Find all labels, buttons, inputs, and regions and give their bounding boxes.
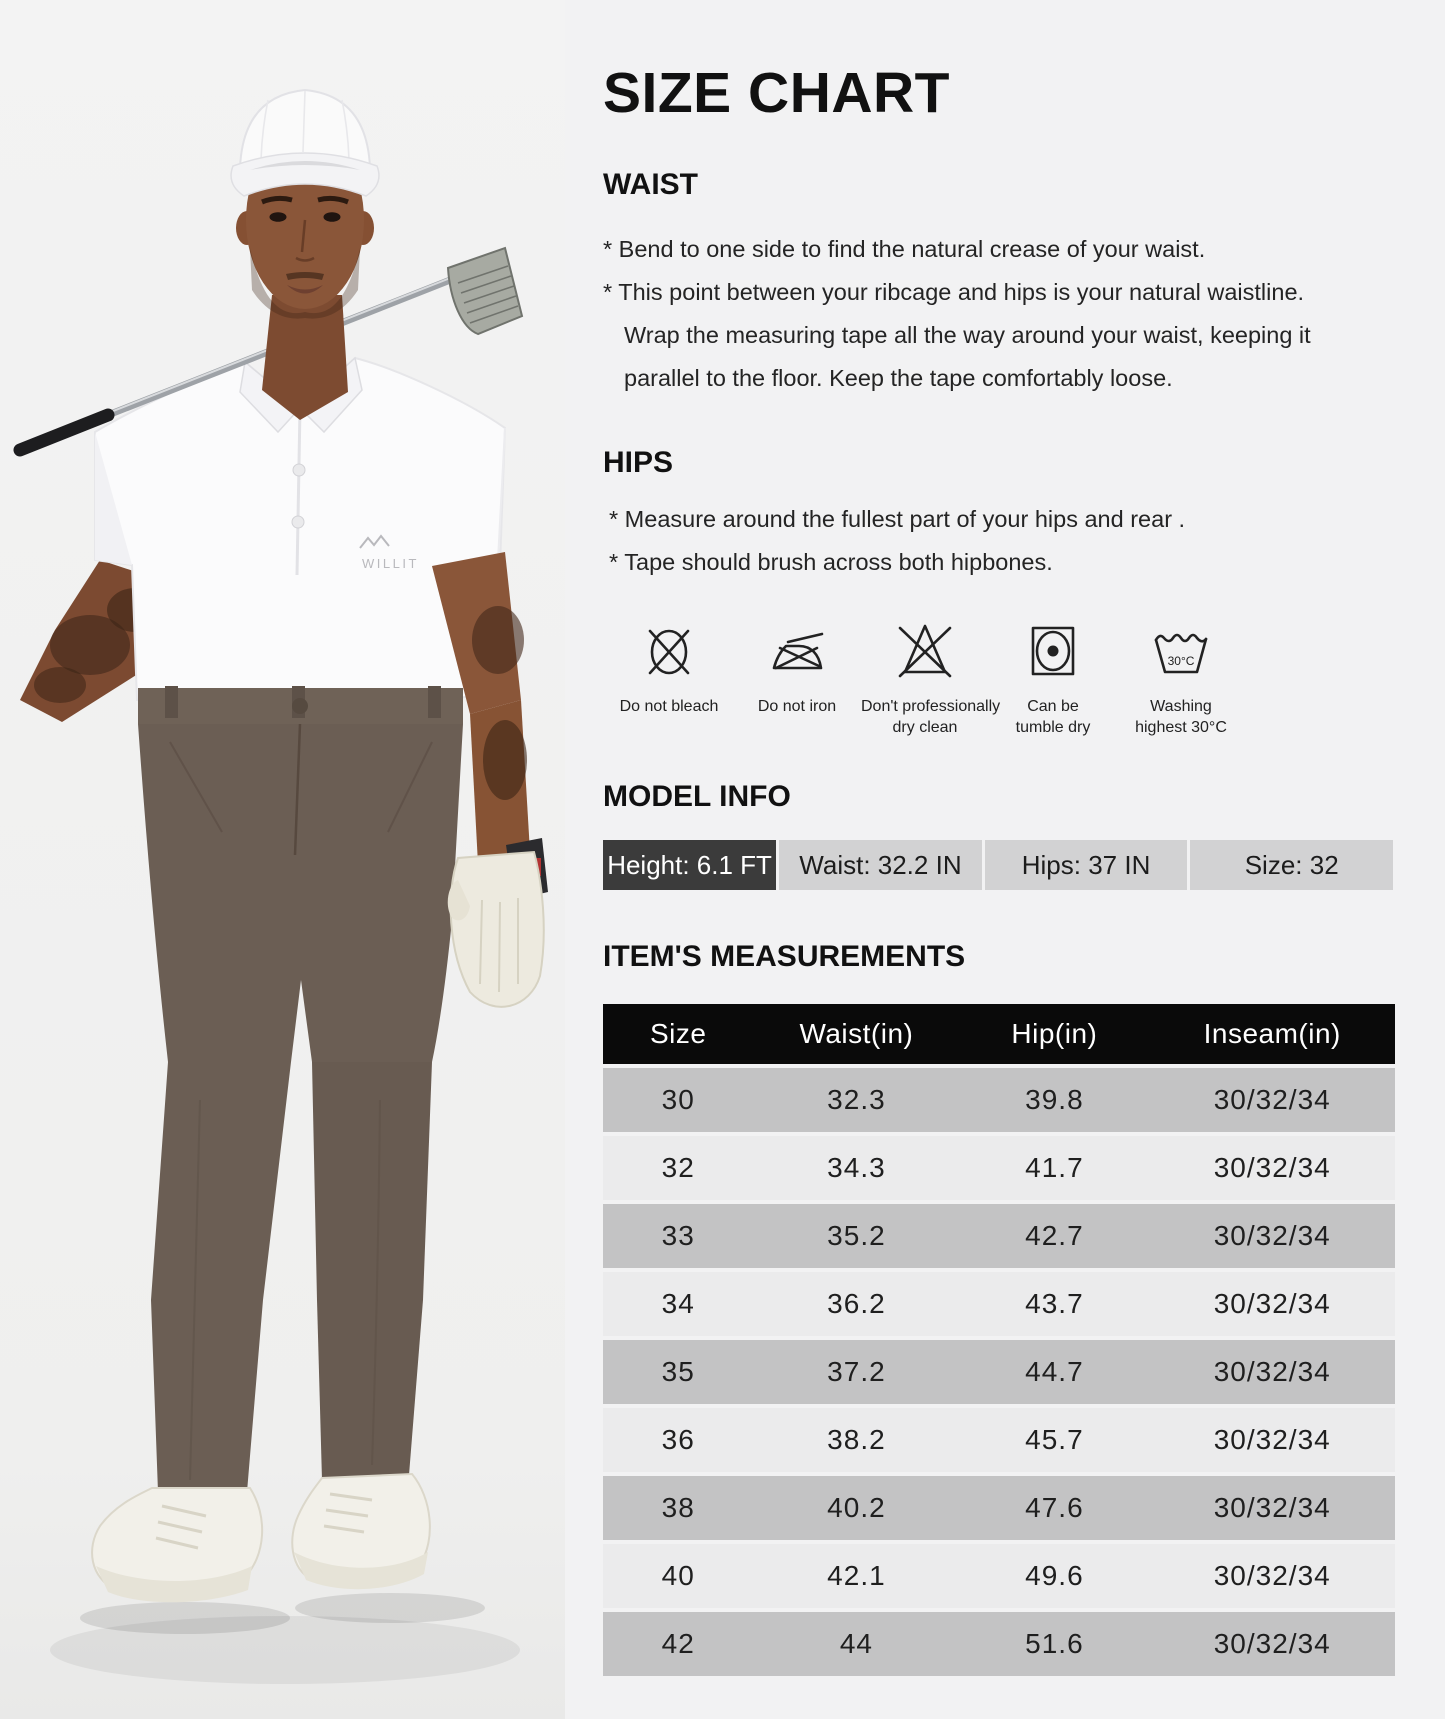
col-inseam: Inseam(in) [1149,1004,1395,1064]
care-item-bleach: Do not bleach [605,618,733,738]
cell-inseam: 30/32/34 [1149,1612,1395,1676]
cell-inseam: 30/32/34 [1149,1544,1395,1608]
cell-waist: 38.2 [753,1408,960,1472]
table-row: 36 38.2 45.7 30/32/34 [603,1408,1395,1472]
cell-hip: 51.6 [959,1612,1150,1676]
cell-size: 42 [603,1612,754,1676]
cell-hip: 41.7 [959,1136,1150,1200]
table-header-row: Size Waist(in) Hip(in) Inseam(in) [603,1004,1395,1064]
model-info-hips: Hips: 37 IN [984,840,1188,890]
waist-instructions: * Bend to one side to find the natural c… [603,228,1397,400]
do-not-iron-icon [733,618,861,684]
cell-inseam: 30/32/34 [1149,1272,1395,1336]
floor-shadow [50,1616,520,1684]
waist-line: Wrap the measuring tape all the way arou… [624,322,1311,348]
care-label: Do not bleach [619,698,719,715]
table-row: 32 34.3 41.7 30/32/34 [603,1136,1395,1200]
model-info-bar: Height: 6.1 FT Waist: 32.2 IN Hips: 37 I… [603,840,1393,890]
cell-size: 36 [603,1408,754,1472]
care-symbols-row: Do not bleach Do not iron [605,618,1397,738]
cell-size: 35 [603,1340,754,1404]
cell-waist: 42.1 [753,1544,960,1608]
care-label: Washing highest 30°C [1135,698,1227,736]
page-title: SIZE CHART [603,61,950,125]
cell-hip: 42.7 [959,1204,1150,1268]
wash-30-icon: 30°C [1117,618,1245,684]
cell-size: 38 [603,1476,754,1540]
waist-heading: WAIST [603,168,698,201]
col-waist: Waist(in) [753,1004,960,1064]
waist-line: parallel to the floor. Keep the tape com… [624,365,1173,391]
model-info-heading: MODEL INFO [603,780,791,813]
pants [138,686,463,1492]
cell-hip: 44.7 [959,1340,1150,1404]
model-info-size: Size: 32 [1190,840,1393,890]
table-row: 30 32.3 39.8 30/32/34 [603,1068,1395,1132]
cell-hip: 45.7 [959,1408,1150,1472]
cell-waist: 40.2 [753,1476,960,1540]
cell-inseam: 30/32/34 [1149,1408,1395,1472]
table-row: 33 35.2 42.7 30/32/34 [603,1204,1395,1268]
svg-text:30°C: 30°C [1168,654,1195,668]
table-row: 42 44 51.6 30/32/34 [603,1612,1395,1676]
care-item-dry-clean: Don't professionally dry clean [861,618,1001,738]
gloved-right-arm [432,552,548,1008]
hips-instructions: * Measure around the fullest part of you… [603,498,1397,584]
col-hip: Hip(in) [959,1004,1150,1064]
cell-size: 33 [603,1204,754,1268]
cell-hip: 47.6 [959,1476,1150,1540]
brand-logo: WILLIT [359,534,419,571]
care-item-wash-30: 30°C Washing highest 30°C [1117,618,1245,738]
tumble-dry-ok-icon [989,618,1117,684]
cell-size: 30 [603,1068,754,1132]
measurements-heading: ITEM'S MEASUREMENTS [603,940,966,973]
cell-hip: 49.6 [959,1544,1150,1608]
size-chart-panel: SIZE CHART WAIST * Bend to one side to f… [565,0,1445,1719]
measurements-table: Size Waist(in) Hip(in) Inseam(in) 30 32.… [603,1000,1395,1680]
cell-size: 34 [603,1272,754,1336]
waist-line: * This point between your ribcage and hi… [603,279,1305,305]
cell-inseam: 30/32/34 [1149,1204,1395,1268]
cell-inseam: 30/32/34 [1149,1136,1395,1200]
waist-line: * Bend to one side to find the natural c… [603,236,1206,262]
care-item-iron: Do not iron [733,618,861,738]
table-row: 35 37.2 44.7 30/32/34 [603,1340,1395,1404]
cell-size: 40 [603,1544,754,1608]
table-row: 38 40.2 47.6 30/32/34 [603,1476,1395,1540]
cell-waist: 32.3 [753,1068,960,1132]
cell-waist: 37.2 [753,1340,960,1404]
cell-size: 32 [603,1136,754,1200]
cell-inseam: 30/32/34 [1149,1476,1395,1540]
col-size: Size [603,1004,754,1064]
cell-inseam: 30/32/34 [1149,1068,1395,1132]
table-row: 40 42.1 49.6 30/32/34 [603,1544,1395,1608]
hips-line: * Measure around the fullest part of you… [609,506,1186,532]
model-info-waist: Waist: 32.2 IN [779,840,982,890]
do-not-bleach-icon [605,618,733,684]
cell-hip: 39.8 [959,1068,1150,1132]
model-head [230,88,380,420]
shoes [80,1472,485,1634]
cell-waist: 36.2 [753,1272,960,1336]
cell-hip: 43.7 [959,1272,1150,1336]
hips-line: * Tape should brush across both hipbones… [609,549,1053,575]
cell-waist: 34.3 [753,1136,960,1200]
model-info-height: Height: 6.1 FT [603,840,777,890]
cell-waist: 35.2 [753,1204,960,1268]
cell-waist: 44 [753,1612,960,1676]
care-label: Don't professionally dry clean [861,698,1001,736]
model-photo: WILLIT [0,0,565,1719]
table-row: 34 36.2 43.7 30/32/34 [603,1272,1395,1336]
care-label: Do not iron [757,698,837,715]
hips-heading: HIPS [603,446,674,479]
do-not-dry-clean-icon [861,618,989,684]
care-label: Can be tumble dry [1015,698,1091,736]
brand-logo-text: WILLIT [362,556,419,571]
cell-inseam: 30/32/34 [1149,1340,1395,1404]
care-item-tumble-dry: Can be tumble dry [989,618,1117,738]
model-photo-illustration: WILLIT [0,0,565,1719]
golf-club [13,246,524,457]
